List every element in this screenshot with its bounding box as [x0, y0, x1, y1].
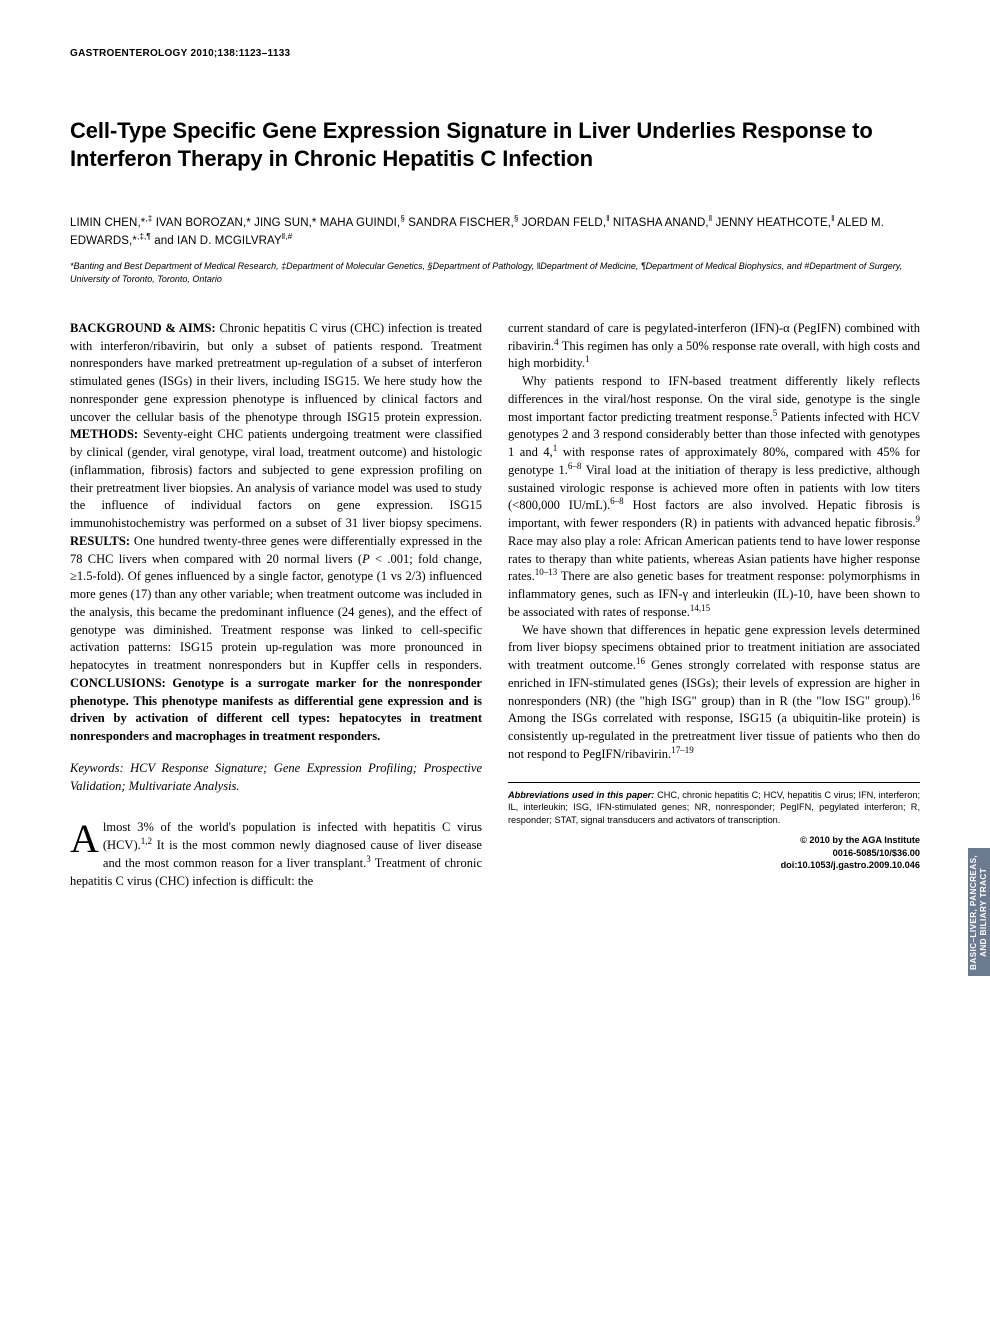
intro-paragraph: Almost 3% of the world's population is i… [70, 819, 482, 890]
abstract: BACKGROUND & AIMS: Chronic hepatitis C v… [70, 320, 482, 746]
article-title: Cell-Type Specific Gene Expression Signa… [70, 117, 920, 173]
background-label: BACKGROUND & AIMS: [70, 321, 216, 335]
doi-line: doi:10.1053/j.gastro.2009.10.046 [508, 859, 920, 872]
right-column: current standard of care is pegylated-in… [508, 320, 920, 891]
methods-label: METHODS: [70, 427, 138, 441]
results-text: One hundred twenty-three genes were diff… [70, 534, 482, 672]
authors-line: LIMIN CHEN,*,‡ IVAN BOROZAN,* JING SUN,*… [70, 215, 920, 250]
dropcap: A [70, 819, 103, 856]
affiliations: *Banting and Best Department of Medical … [70, 260, 920, 286]
right-p2: Why patients respond to IFN-based treatm… [508, 373, 920, 622]
left-column: BACKGROUND & AIMS: Chronic hepatitis C v… [70, 320, 482, 891]
footer-meta: © 2010 by the AGA Institute 0016-5085/10… [508, 834, 920, 873]
right-p3: We have shown that differences in hepati… [508, 622, 920, 764]
two-column-body: BACKGROUND & AIMS: Chronic hepatitis C v… [70, 320, 920, 891]
abbrev-label: Abbreviations used in this paper: [508, 790, 654, 800]
page-container: GASTROENTEROLOGY 2010;138:1123–1133 Cell… [0, 0, 990, 930]
journal-header: GASTROENTEROLOGY 2010;138:1123–1133 [70, 48, 920, 59]
abbreviations-box: Abbreviations used in this paper: CHC, c… [508, 782, 920, 873]
keywords-label: Keywords: [70, 761, 124, 775]
issn-line: 0016-5085/10/$36.00 [508, 847, 920, 860]
background-text: Chronic hepatitis C virus (CHC) infectio… [70, 321, 482, 424]
keywords: Keywords: HCV Response Signature; Gene E… [70, 760, 482, 796]
keywords-text: HCV Response Signature; Gene Expression … [70, 761, 482, 793]
section-tab: BASIC–LIVER, PANCREAS, AND BILIARY TRACT [968, 848, 990, 976]
results-label: RESULTS: [70, 534, 130, 548]
conclusions-label: CONCLUSIONS: [70, 676, 166, 690]
methods-text: Seventy-eight CHC patients undergoing tr… [70, 427, 482, 530]
copyright-line: © 2010 by the AGA Institute [508, 834, 920, 847]
intro-text: lmost 3% of the world's population is in… [70, 820, 482, 887]
right-p1: current standard of care is pegylated-in… [508, 320, 920, 373]
